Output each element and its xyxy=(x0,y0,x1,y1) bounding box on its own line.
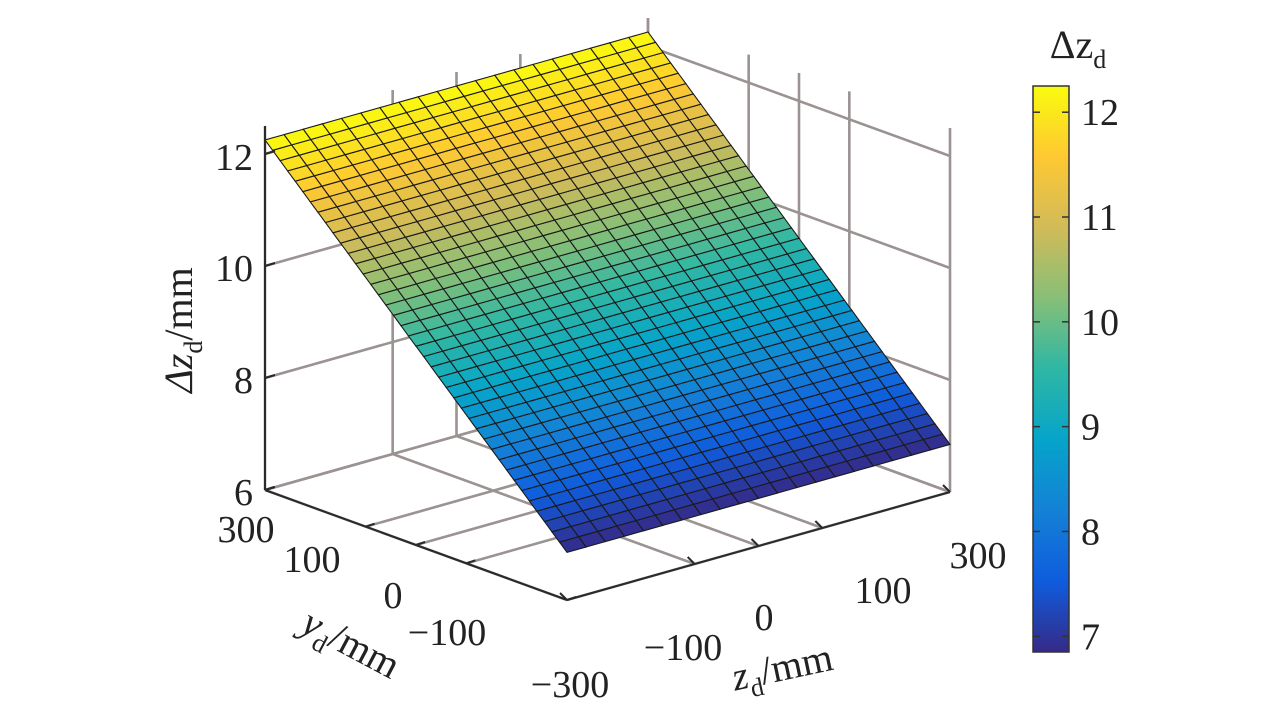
y-tick-mark xyxy=(415,541,426,546)
colorbar-tick-label: 12 xyxy=(1081,92,1119,134)
colorbar-tick-label: 11 xyxy=(1081,197,1118,239)
z-tick-mark xyxy=(264,150,276,155)
z-axis-label-main: Δz xyxy=(156,353,201,394)
side-wall-grid-z xyxy=(647,44,951,158)
y-tick-labels: 300 100 0 −100 −300 xyxy=(218,509,610,706)
surface-face xyxy=(627,31,657,49)
x-axis-label-unit: /mm xyxy=(756,634,837,693)
colorbar-tick-label: 8 xyxy=(1081,511,1100,553)
z-tick-6: 6 xyxy=(234,472,253,514)
z-axis-label-unit: /mm xyxy=(156,267,201,340)
colorbar-tick-label: 10 xyxy=(1081,302,1119,344)
colorbar-tick-label: 7 xyxy=(1081,616,1100,658)
y-axis-label-unit: /mm xyxy=(322,613,408,687)
x-axis-label: zd/mm xyxy=(727,634,838,706)
x-tick-300: 300 xyxy=(950,535,1007,577)
x-tick-labels: −100 0 100 300 xyxy=(644,535,1007,669)
y-tick-mark xyxy=(466,559,476,565)
y-tick-minus300: −300 xyxy=(531,664,609,706)
z-tick-mark xyxy=(264,262,276,267)
z-tick-10: 10 xyxy=(215,248,253,290)
z-tick-mark xyxy=(264,374,276,379)
x-axis-label-sub: d xyxy=(748,672,767,703)
colorbar: 7 8 9 10 11 12 Δzd xyxy=(1032,22,1119,658)
x-tick-minus100: −100 xyxy=(644,627,722,669)
colorbar-title-main: Δz xyxy=(1050,22,1093,67)
colorbar-title-sub: d xyxy=(1093,45,1106,74)
y-tick-minus100: −100 xyxy=(408,612,486,654)
colorbar-title: Δzd xyxy=(1050,22,1106,74)
x-tick-mark xyxy=(686,556,696,565)
z-axis-label-sub: d xyxy=(179,341,208,354)
x-tick-mark xyxy=(750,538,760,547)
y-tick-mark xyxy=(365,522,375,528)
x-tick-mark xyxy=(942,484,951,493)
z-tick-8: 8 xyxy=(234,360,253,402)
x-tick-0: 0 xyxy=(755,597,774,639)
x-tick-100: 100 xyxy=(855,570,912,612)
x-tick-mark xyxy=(559,592,568,601)
axis-lines xyxy=(264,126,951,601)
colorbar-ticks: 7 8 9 10 11 12 xyxy=(1033,92,1119,658)
z-tick-12: 12 xyxy=(215,137,253,179)
y-tick-100: 100 xyxy=(284,539,341,581)
z-tick-labels: 6 8 10 12 xyxy=(215,137,253,514)
y-tick-0: 0 xyxy=(384,575,403,617)
colorbar-tick-label: 9 xyxy=(1081,407,1100,449)
x-tick-mark xyxy=(814,520,824,529)
colorbar-gradient xyxy=(1032,85,1070,653)
z-axis-label: Δzd/mm xyxy=(156,267,208,394)
y-tick-300: 300 xyxy=(218,509,275,551)
surface-mesh xyxy=(264,31,951,554)
y-tick-mark xyxy=(264,486,275,491)
y-tick-mark xyxy=(566,596,577,601)
